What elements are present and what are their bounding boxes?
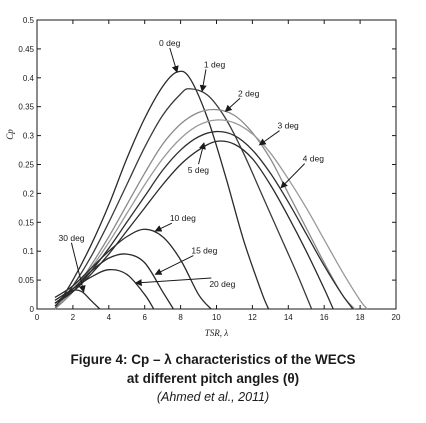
y-tick-label: 0.1 — [23, 247, 35, 256]
curve-2-deg — [54, 108, 356, 310]
annotation-arrow-20-deg — [134, 277, 212, 287]
annotation-arrow-4-deg — [280, 163, 306, 189]
annotation-2-deg: 2 deg — [238, 88, 260, 98]
annotation-arrow-1-deg — [199, 69, 207, 93]
annotation-arrow-3-deg — [258, 130, 280, 146]
curve-5-deg — [54, 140, 334, 310]
annotation-3-deg: 3 deg — [278, 121, 300, 131]
figure-caption-line-2: at different pitch angles (θ) — [126, 371, 300, 386]
curve-0-deg — [54, 70, 270, 310]
y-tick-label: 0.45 — [18, 45, 34, 54]
x-tick-label: 18 — [356, 313, 365, 322]
annotation-arrow-15-deg — [154, 255, 194, 275]
annotation-10-deg: 10 deg — [170, 213, 196, 223]
y-tick-label: 0.5 — [23, 16, 35, 25]
x-tick-label: 2 — [71, 313, 76, 322]
annotation-5-deg: 5 deg — [188, 165, 210, 175]
y-tick-label: 0.3 — [23, 132, 35, 141]
y-axis-label: Cp — [5, 129, 15, 140]
x-tick-label: 12 — [248, 313, 257, 322]
annotation-0-deg: 0 deg — [159, 38, 181, 48]
y-tick-label: 0 — [30, 305, 35, 314]
x-tick-label: 6 — [142, 313, 147, 322]
y-tick-label: 0.15 — [18, 218, 34, 227]
figure-citation: (Ahmed et al., 2011) — [156, 390, 270, 404]
annotation-arrow-10-deg — [154, 222, 173, 232]
x-tick-label: 0 — [35, 313, 40, 322]
x-tick-label: 10 — [212, 313, 221, 322]
x-tick-label: 16 — [320, 313, 329, 322]
annotation-4-deg: 4 deg — [303, 154, 325, 164]
x-axis-label: TSR, λ — [205, 328, 229, 338]
annotation-30-deg: 30 deg — [59, 233, 85, 243]
curve-1-deg — [54, 88, 313, 310]
curve-4-deg — [54, 130, 354, 310]
annotation-arrow-5-deg — [198, 142, 206, 165]
x-tick-label: 8 — [178, 313, 183, 322]
x-tick-label: 20 — [392, 313, 401, 322]
annotation-arrow-0-deg — [169, 47, 179, 73]
curve-30-deg — [54, 289, 101, 310]
y-tick-label: 0.4 — [23, 74, 35, 83]
curve-10-deg — [54, 228, 212, 310]
curve-3-deg — [54, 119, 368, 310]
figure-caption-line-1: Figure 4: Cp – λ characteristics of the … — [70, 352, 356, 367]
x-tick-label: 14 — [284, 313, 293, 322]
annotation-arrow-2-deg — [224, 97, 241, 112]
x-tick-label: 4 — [107, 313, 112, 322]
y-tick-label: 0.25 — [18, 161, 34, 170]
annotation-15-deg: 15 deg — [191, 246, 217, 256]
y-tick-label: 0.05 — [18, 276, 34, 285]
y-tick-label: 0.35 — [18, 103, 34, 112]
annotation-20-deg: 20 deg — [209, 279, 235, 289]
cp-lambda-chart: 0 2 4 6 8 10 12 14 16 18 20 0 0.05 0.1 0.15 0.2 0.25 0.3 0… — [5, 16, 401, 338]
curve-20-deg — [54, 268, 155, 310]
annotation-arrow-30-deg — [70, 242, 86, 293]
y-tick-label: 0.2 — [23, 189, 35, 198]
annotation-1-deg: 1 deg — [204, 59, 226, 69]
